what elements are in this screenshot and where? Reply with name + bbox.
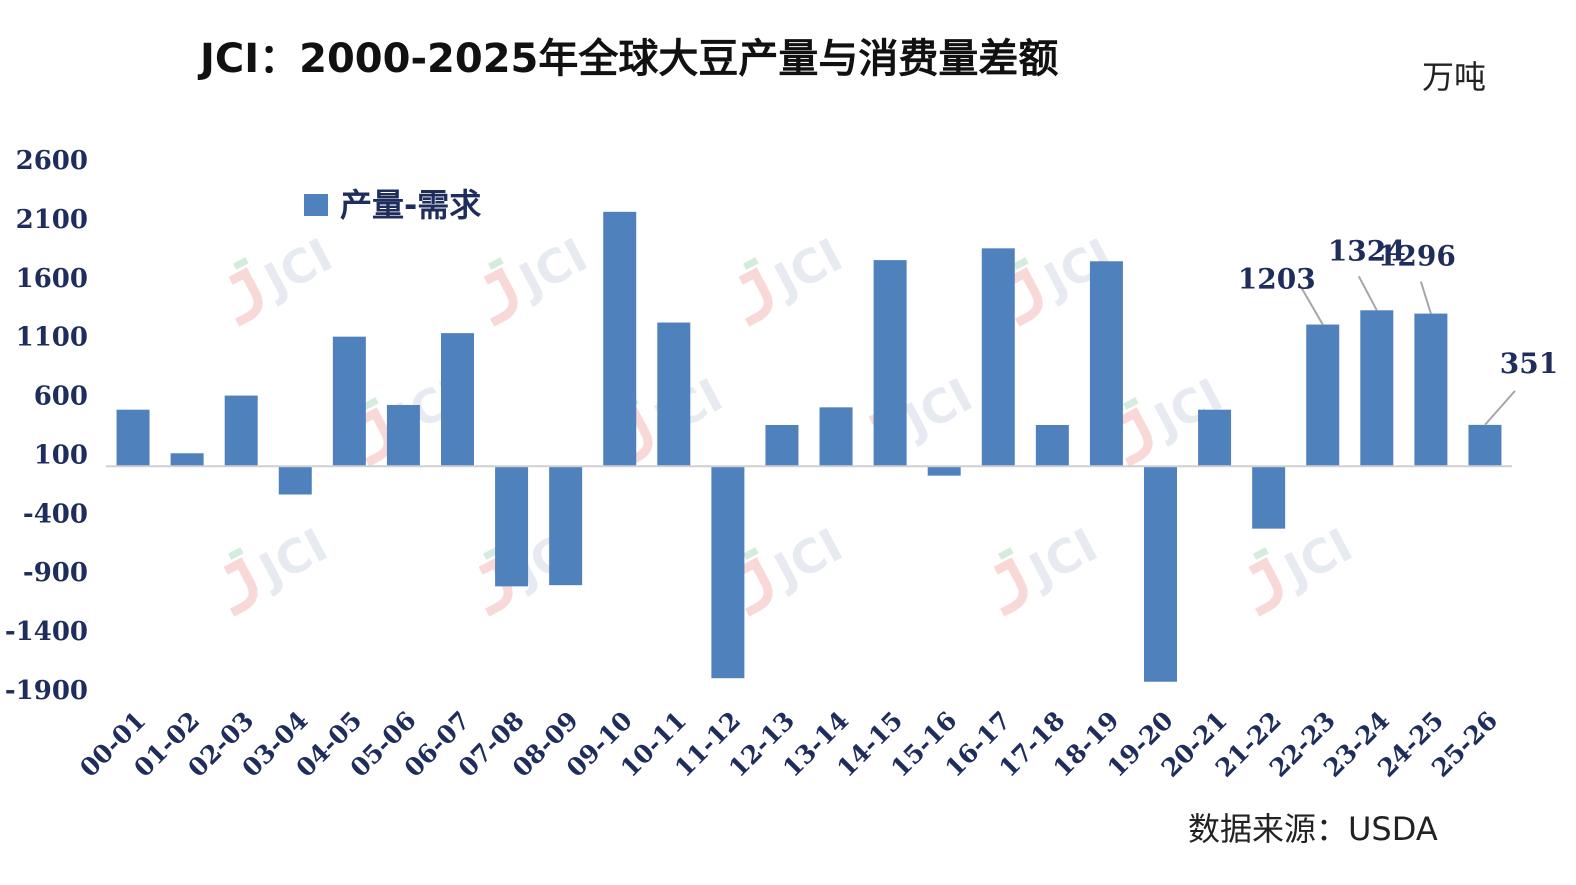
watermark: JCI [223, 518, 336, 617]
bars [116, 211, 1502, 682]
y-tick-label: 1600 [16, 264, 88, 294]
bar [765, 425, 799, 467]
watermark-text: JCI [253, 228, 341, 309]
bar [819, 407, 853, 467]
watermark-text: JCI [1273, 518, 1361, 599]
bar [386, 404, 420, 467]
bar [224, 395, 258, 467]
bar [711, 466, 745, 679]
data-label: 1203 [1238, 263, 1316, 296]
watermark: JCI [228, 228, 341, 327]
bar [1144, 466, 1177, 682]
legend-label: 产量-需求 [340, 186, 481, 224]
watermark: JCI [483, 228, 596, 327]
bar [1089, 261, 1123, 467]
bar [1306, 324, 1340, 467]
watermark: JCI [738, 228, 851, 327]
bar [170, 453, 204, 467]
y-tick-label: 100 [34, 440, 88, 470]
watermark: JCI [1248, 518, 1361, 617]
y-axis: 2600 2100 1600 1100 600 100 -400 -900 -1400 -1900 [5, 146, 88, 706]
watermark-text: JCI [763, 228, 851, 309]
bar [1198, 409, 1232, 467]
watermark-text: JCI [1018, 518, 1106, 599]
y-tick-label: 2100 [16, 205, 88, 235]
bar [657, 322, 691, 467]
watermark: JCI [993, 518, 1106, 617]
bar [116, 409, 150, 467]
bar [927, 466, 961, 476]
bar [495, 466, 529, 587]
bar [1035, 425, 1069, 467]
legend-swatch [304, 194, 328, 216]
data-label-leader [1357, 275, 1378, 311]
data-label-leader [1419, 281, 1432, 314]
watermark: JCI [868, 368, 981, 467]
bar [873, 260, 907, 467]
data-label: 1324 [1328, 234, 1406, 267]
legend: 产量-需求 [304, 186, 481, 224]
y-tick-label: -1900 [5, 676, 88, 706]
bar [278, 466, 312, 495]
bar [441, 333, 474, 467]
chart-title: JCI：2000-2025年全球大豆产量与消费量差额 [197, 36, 1058, 82]
bar [1468, 424, 1502, 467]
x-axis: 00-0101-0202-0303-0404-0505-0606-0707-08… [74, 706, 1503, 783]
bar [1252, 466, 1286, 529]
unit-label: 万吨 [1422, 58, 1486, 96]
data-label-leader [1299, 286, 1324, 326]
watermark-text: JCI [248, 518, 336, 599]
y-tick-label: 2600 [16, 146, 88, 176]
bar [549, 466, 583, 586]
bar [1360, 310, 1394, 467]
bar [603, 211, 637, 467]
watermark-text: JCI [508, 228, 596, 309]
source-note: 数据来源：USDA [1188, 810, 1438, 848]
watermark-text: JCI [763, 518, 851, 599]
y-tick-label: 1100 [16, 323, 88, 353]
data-label: 351 [1500, 347, 1558, 380]
y-tick-label: 600 [34, 382, 88, 412]
y-tick-label: -900 [23, 558, 88, 588]
bar [981, 248, 1015, 467]
bar [332, 336, 366, 467]
bar [1414, 313, 1448, 467]
y-tick-label: -1400 [5, 617, 88, 647]
y-tick-label: -400 [23, 499, 88, 529]
data-label: 1296 [1378, 240, 1456, 273]
data-label-leader [1484, 390, 1516, 426]
